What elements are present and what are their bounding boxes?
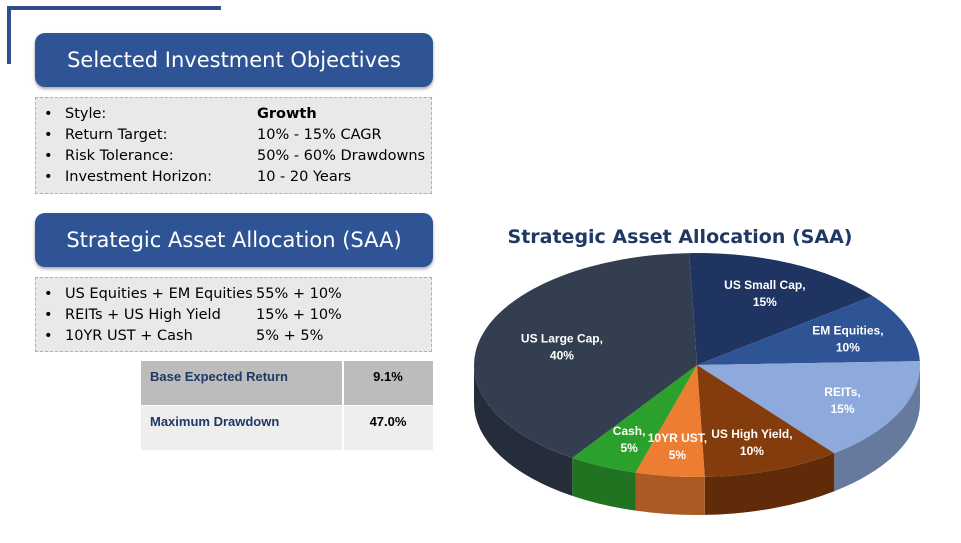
saa-label: REITs + US High Yield bbox=[65, 307, 221, 323]
pie-slice-reits bbox=[697, 361, 920, 454]
saa-panel: • US Equities + EM Equities 55% + 10% • … bbox=[35, 277, 432, 352]
metric-label: Maximum Drawdown bbox=[150, 414, 280, 429]
saa-title: Strategic Asset Allocation (SAA) bbox=[66, 228, 402, 252]
objectives-header: Selected Investment Objectives bbox=[35, 33, 433, 87]
saa-header: Strategic Asset Allocation (SAA) bbox=[35, 213, 433, 267]
metric-label: Base Expected Return bbox=[150, 369, 288, 384]
pie-slice-cash bbox=[572, 365, 697, 473]
slice-label-reits: REITs, 15% bbox=[824, 385, 860, 416]
objective-value: Growth bbox=[257, 106, 317, 122]
objective-value: 50% - 60% Drawdowns bbox=[257, 148, 426, 164]
objective-row-return-target: • Return Target: 10% - 15% CAGR bbox=[36, 125, 431, 146]
bullet: • bbox=[44, 307, 53, 323]
pie-slice-us-large-cap bbox=[473, 253, 697, 458]
pie-slice-10yr-ust bbox=[635, 365, 705, 477]
bullet: • bbox=[44, 127, 53, 143]
metric-row-max-drawdown: Maximum Drawdown 47.0% bbox=[141, 406, 433, 451]
slice-label-us-large-cap: US Large Cap, 40% bbox=[521, 332, 603, 363]
saa-label: 10YR UST + Cash bbox=[65, 328, 193, 344]
slice-label-cash: Cash, 5% bbox=[613, 424, 646, 455]
saa-value: 5% + 5% bbox=[256, 328, 324, 344]
objective-label: Investment Horizon: bbox=[65, 169, 213, 185]
pie-slice-us-high-yield bbox=[697, 365, 835, 477]
corner-accent-horizontal bbox=[7, 6, 221, 10]
corner-accent-vertical bbox=[7, 6, 11, 64]
saa-row: • REITs + US High Yield 15% + 10% bbox=[36, 305, 431, 326]
slice-label-em-equities: EM Equities, 10% bbox=[812, 323, 883, 354]
bullet: • bbox=[44, 148, 53, 164]
objective-label: Risk Tolerance: bbox=[65, 148, 174, 164]
pie-side-cash bbox=[572, 457, 636, 511]
saa-value: 15% + 10% bbox=[256, 307, 342, 323]
metric-divider bbox=[342, 361, 344, 405]
saa-value: 55% + 10% bbox=[256, 286, 342, 302]
metrics-table: Base Expected Return 9.1% Maximum Drawdo… bbox=[141, 361, 433, 451]
pie-side-us-large-cap bbox=[474, 365, 573, 496]
slice-label-10yr-ust: 10YR UST, 5% bbox=[648, 431, 707, 462]
bullet: • bbox=[44, 328, 53, 344]
bullet: • bbox=[44, 169, 53, 185]
pie-side-us-high-yield bbox=[704, 453, 835, 515]
pie-side-10yr-ust bbox=[635, 472, 705, 515]
pie-side-reits bbox=[834, 365, 920, 492]
objective-label: Return Target: bbox=[65, 127, 168, 143]
objective-row-risk-tolerance: • Risk Tolerance: 50% - 60% Drawdowns bbox=[36, 146, 431, 167]
metric-divider bbox=[342, 406, 344, 450]
objective-value: 10% - 15% CAGR bbox=[257, 127, 382, 143]
objective-label: Style: bbox=[65, 106, 107, 122]
saa-label: US Equities + EM Equities bbox=[65, 286, 253, 302]
metric-value: 47.0% bbox=[369, 414, 407, 429]
saa-row: • 10YR UST + Cash 5% + 5% bbox=[36, 326, 431, 347]
objective-value: 10 - 20 Years bbox=[257, 169, 352, 185]
objective-row-style: • Style: Growth bbox=[36, 104, 431, 125]
slice-label-us-small-cap: US Small Cap, 15% bbox=[724, 278, 805, 309]
objectives-panel: • Style: Growth • Return Target: 10% - 1… bbox=[35, 97, 432, 194]
slice-label-us-high-yield: US High Yield, 10% bbox=[711, 427, 792, 458]
objective-row-investment-horizon: • Investment Horizon: 10 - 20 Years bbox=[36, 167, 431, 188]
bullet: • bbox=[44, 286, 53, 302]
metric-value: 9.1% bbox=[373, 369, 403, 384]
chart-title: Strategic Asset Allocation (SAA) bbox=[507, 226, 853, 248]
pie-slice-us-small-cap bbox=[689, 253, 873, 365]
bullet: • bbox=[44, 106, 53, 122]
objectives-title: Selected Investment Objectives bbox=[67, 48, 401, 72]
saa-row: • US Equities + EM Equities 55% + 10% bbox=[36, 284, 431, 305]
metric-row-expected-return: Base Expected Return 9.1% bbox=[141, 361, 433, 406]
pie-slice-em-equities bbox=[697, 296, 920, 365]
